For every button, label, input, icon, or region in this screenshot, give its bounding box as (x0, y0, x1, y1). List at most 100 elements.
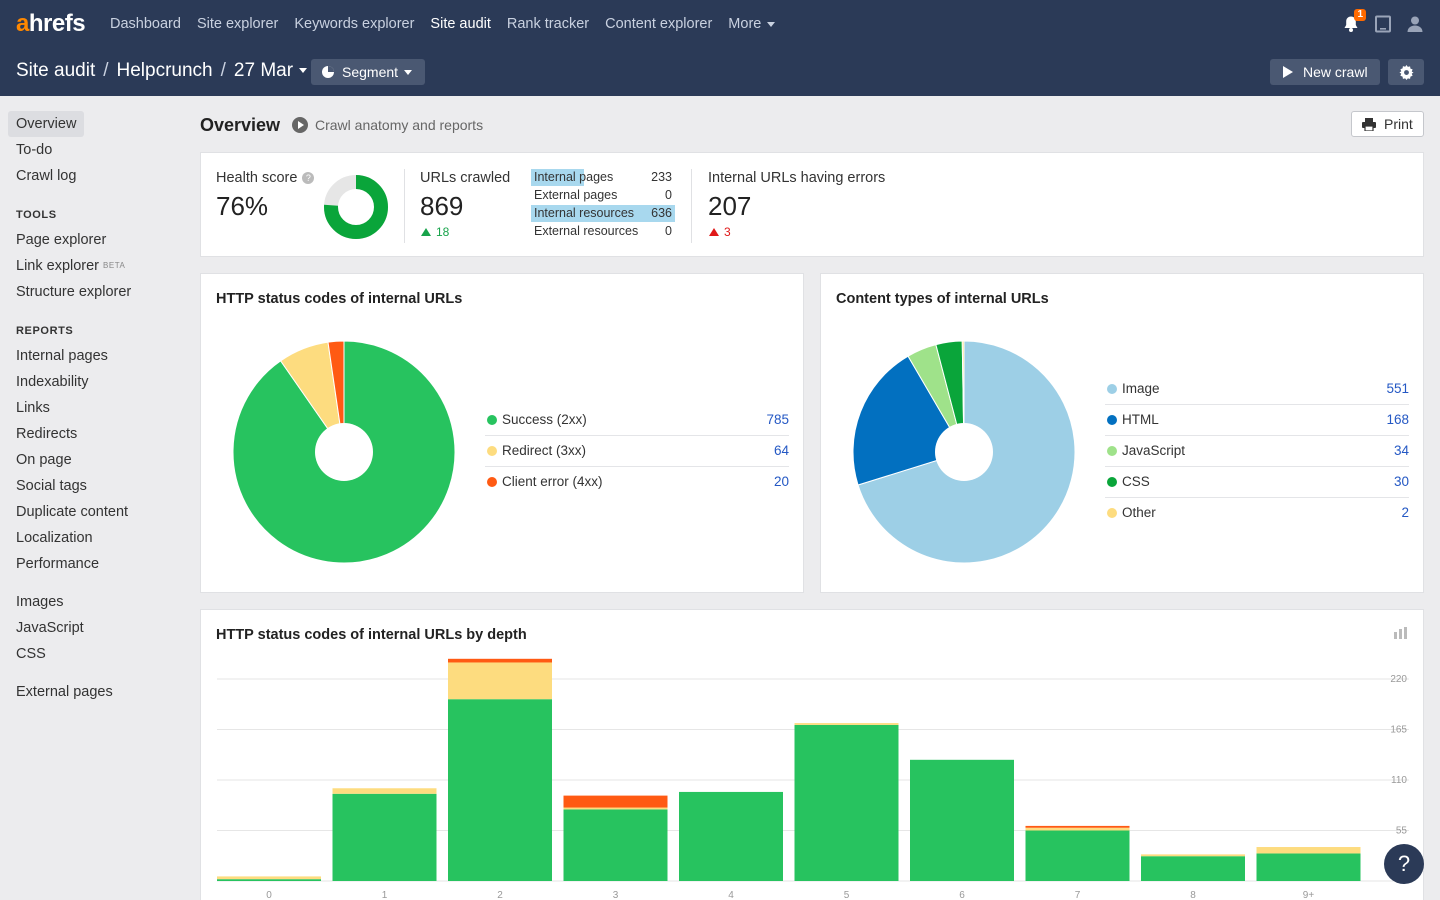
notifications-bell-icon[interactable]: 1 (1342, 9, 1366, 33)
bar-depth-0-success-2xx (217, 879, 321, 881)
settings-button[interactable] (1388, 59, 1424, 85)
sidebar-item-indexability[interactable]: Indexability (16, 374, 89, 390)
sidebar-item-structure-explorer[interactable]: Structure explorer (16, 284, 132, 300)
legend-count-link[interactable]: 34 (1393, 443, 1409, 458)
legend-label: HTML (1122, 412, 1159, 427)
urls-crawled-value: 869 (420, 191, 464, 221)
crawl-anatomy-link[interactable]: Crawl anatomy and reports (292, 117, 483, 133)
nav-rank-tracker[interactable]: Rank tracker (506, 16, 590, 32)
x-tick-label: 0 (266, 890, 272, 900)
nav-more-label: More (728, 16, 762, 32)
breakdown-row-external-pages[interactable]: External pages 0 (531, 187, 675, 204)
x-tick-label: 5 (844, 890, 850, 900)
health-score-label: Health score? (216, 170, 315, 186)
sidebar-item-overview[interactable]: Overview (8, 111, 85, 137)
bar-depth-6-success-2xx (910, 759, 1014, 881)
sidebar-item-to-do[interactable]: To-do (16, 142, 53, 158)
x-tick-label: 1 (382, 890, 388, 900)
x-tick-label: 9+ (1303, 890, 1315, 900)
sidebar-item-external-pages[interactable]: External pages (16, 684, 113, 700)
sidebar-item-localization[interactable]: Localization (16, 530, 93, 546)
bar-depth-4-success-2xx (679, 791, 783, 881)
breakdown-row-external-resources[interactable]: External resources 0 (531, 223, 675, 240)
sidebar-item-javascript[interactable]: JavaScript (16, 620, 84, 636)
ahrefs-logo[interactable]: ahrefs (16, 10, 86, 37)
bar-depth-0-redirect-3xx (217, 876, 321, 880)
bar-depth-9plus-redirect-3xx (1256, 847, 1361, 854)
new-crawl-button[interactable]: New crawl (1270, 59, 1380, 85)
http-legend-success-2xx: Success (2xx) 785 (485, 405, 789, 436)
breadcrumb-site-audit[interactable]: Site audit (16, 60, 96, 81)
nav-icons: 1 (1342, 0, 1424, 48)
x-tick-label: 7 (1075, 890, 1081, 900)
nav-more-menu[interactable]: More (720, 16, 783, 32)
sidebar-item-redirects[interactable]: Redirects (16, 426, 78, 442)
user-account-icon[interactable] (1406, 15, 1424, 33)
y-tick-label: 110 (1391, 775, 1407, 786)
legend-count-link[interactable]: 20 (773, 474, 789, 489)
print-button[interactable]: Print (1351, 111, 1424, 137)
segment-button[interactable]: Segment (311, 59, 425, 85)
help-icon[interactable]: ? (302, 172, 315, 184)
bar-depth-3-client-error-4xx (563, 795, 668, 808)
errors-label: Internal URLs having errors (708, 170, 886, 186)
crawl-anatomy-label: Crawl anatomy and reports (315, 117, 484, 133)
bar-depth-7-client-error-4xx (1025, 825, 1130, 828)
content-legend-css: CSS 30 (1105, 467, 1409, 498)
donut-score-arc (324, 175, 388, 239)
legend-count-link[interactable]: 168 (1386, 412, 1409, 427)
link-explorer-label: Link explorer (16, 258, 100, 274)
help-button[interactable]: ? (1384, 844, 1424, 884)
sidebar-item-css[interactable]: CSS (16, 646, 46, 662)
breakdown-row-internal-resources[interactable]: Internal resources 636 (531, 205, 675, 222)
content-types-donut (852, 340, 1076, 564)
sidebar-item-on-page[interactable]: On page (16, 452, 72, 468)
urls-crawled-label: URLs crawled (420, 170, 511, 186)
nav-keywords-explorer[interactable]: Keywords explorer (294, 16, 415, 32)
sidebar-item-images[interactable]: Images (16, 594, 64, 610)
nav-site-explorer[interactable]: Site explorer (196, 16, 279, 32)
legend-count-link[interactable]: 30 (1393, 474, 1409, 489)
depth-chart-card: HTTP status codes of internal URLs by de… (200, 609, 1424, 900)
legend-label: CSS (1122, 474, 1150, 489)
breadcrumb: Site audit / Helpcrunch / 27 Mar (16, 60, 308, 82)
bar-depth-9plus-success-2xx (1256, 853, 1361, 881)
bar-chart-icon[interactable] (1394, 627, 1408, 639)
legend-count-link[interactable]: 785 (766, 412, 789, 427)
legend-dot (1107, 508, 1117, 518)
breadcrumb-project[interactable]: Helpcrunch (116, 60, 213, 81)
sidebar-item-page-explorer[interactable]: Page explorer (16, 232, 107, 248)
breakdown-label: External resources (534, 224, 639, 238)
nav-content-explorer[interactable]: Content explorer (605, 16, 713, 32)
legend-label: JavaScript (1122, 443, 1186, 458)
nav-dashboard[interactable]: Dashboard (110, 16, 181, 32)
legend-count-link[interactable]: 64 (773, 443, 789, 458)
breakdown-row-internal-pages[interactable]: Internal pages 233 (531, 169, 675, 186)
nav-site-audit[interactable]: Site audit (430, 16, 491, 32)
pie-hole (315, 423, 373, 481)
y-tick-label: 55 (1396, 826, 1408, 837)
tablet-icon[interactable] (1374, 15, 1392, 33)
legend-count-link[interactable]: 551 (1386, 381, 1409, 396)
bar-depth-8-success-2xx (1141, 856, 1245, 881)
content-legend-javascript: JavaScript 34 (1105, 436, 1409, 467)
y-tick-label: 165 (1390, 725, 1407, 736)
crawl-date-dropdown[interactable]: 27 Mar (234, 60, 308, 82)
bar-depth-2-client-error-4xx (448, 658, 552, 663)
x-tick-label: 2 (497, 890, 503, 900)
errors-delta: 3 (709, 225, 731, 239)
sidebar-item-duplicate-content[interactable]: Duplicate content (16, 504, 129, 520)
legend-label: Client error (4xx) (502, 474, 603, 489)
breakdown-label: Internal resources (534, 206, 635, 220)
sidebar-item-crawl-log[interactable]: Crawl log (16, 168, 77, 184)
bar-depth-5-redirect-3xx (794, 723, 899, 725)
legend-count-link[interactable]: 2 (1401, 505, 1409, 520)
sidebar-item-internal-pages[interactable]: Internal pages (16, 348, 108, 364)
bar-depth-2-success-2xx (448, 699, 552, 881)
sidebar-item-performance[interactable]: Performance (16, 556, 100, 572)
sidebar-item-links[interactable]: Links (16, 400, 50, 416)
sidebar-item-social-tags[interactable]: Social tags (16, 478, 87, 494)
legend-label: Image (1122, 381, 1160, 396)
top-nav: ahrefs Dashboard Site explorer Keywords … (0, 0, 1440, 48)
sidebar-item-link-explorer[interactable]: Link explorer BETA (8, 253, 133, 279)
